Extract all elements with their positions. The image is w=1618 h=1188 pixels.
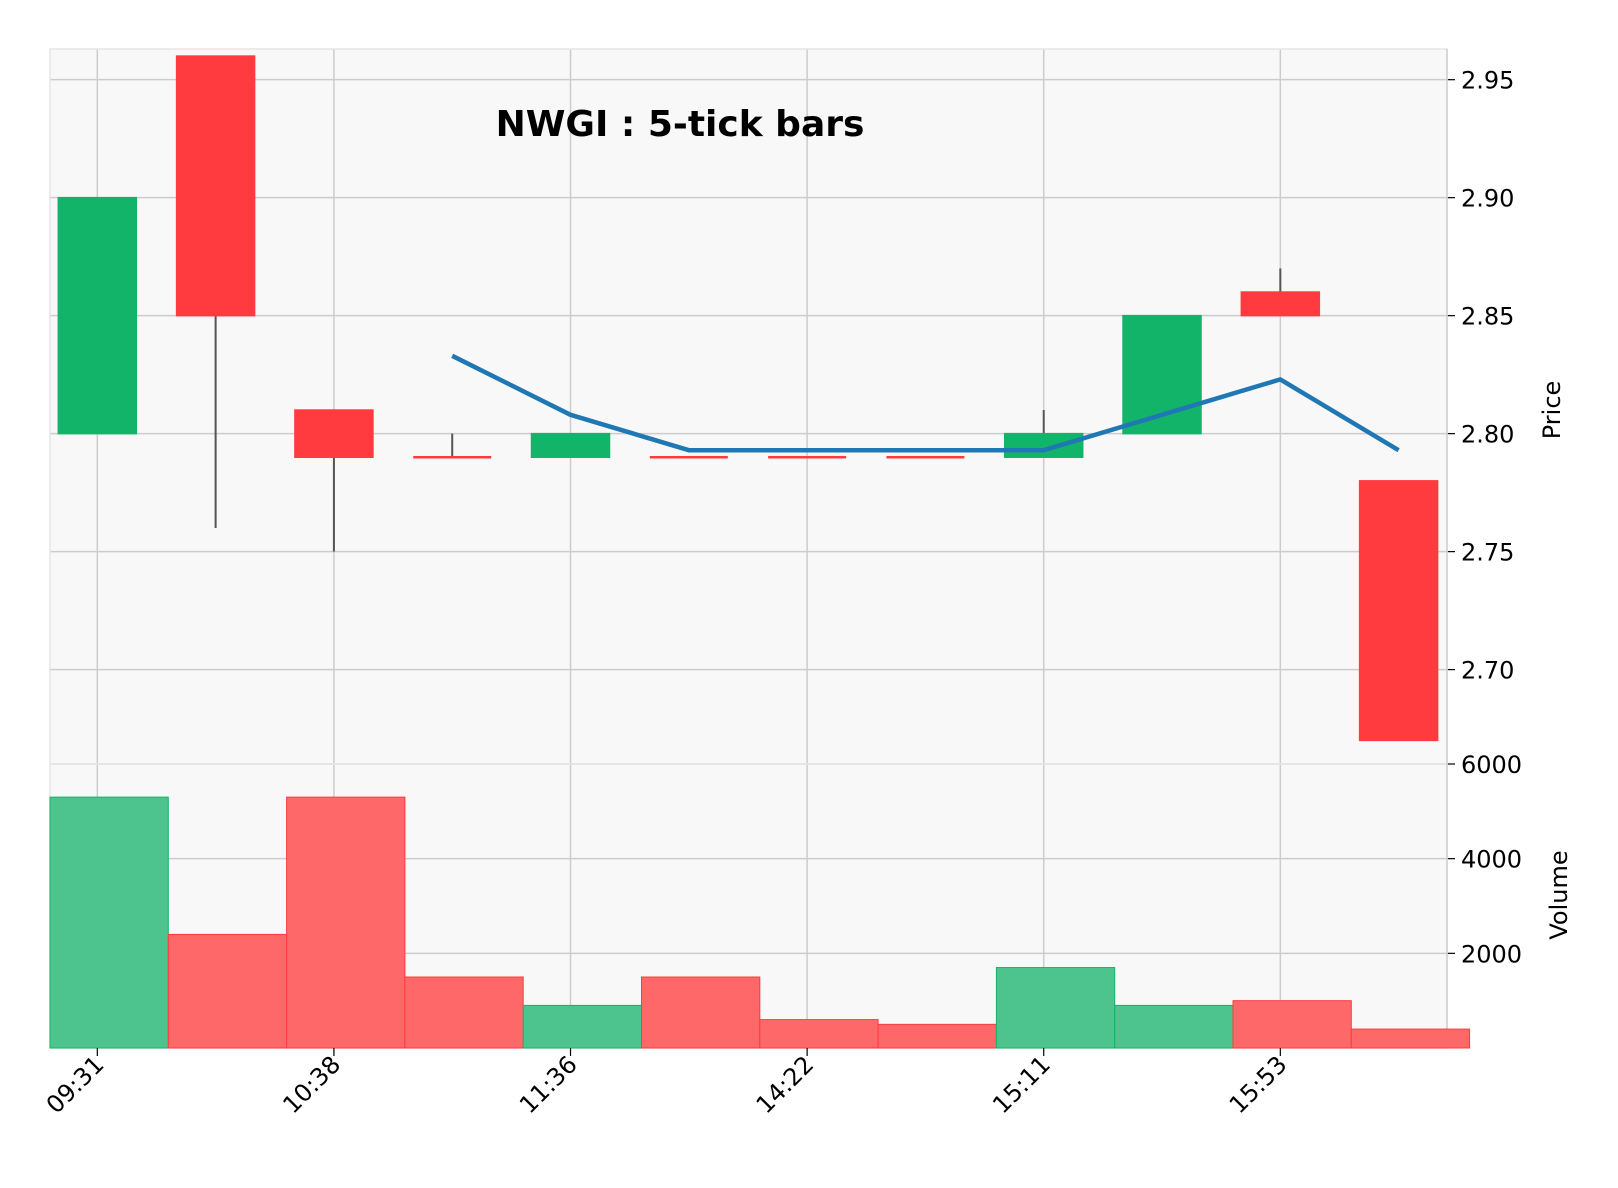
volume-bar bbox=[167, 933, 288, 1049]
candle-body bbox=[1003, 432, 1084, 458]
volume-bar bbox=[1114, 1004, 1234, 1049]
x-tick-label: 11:36 bbox=[514, 1050, 583, 1119]
x-tick-label: 15:53 bbox=[1224, 1050, 1293, 1119]
candle-body bbox=[175, 55, 256, 317]
price-tick-label: 2.75 bbox=[1461, 539, 1514, 567]
volume-axis-title: Volume bbox=[1545, 850, 1573, 939]
volume-tick-label: 2000 bbox=[1461, 940, 1522, 968]
candle-body bbox=[1240, 291, 1321, 317]
moving-average-line bbox=[451, 353, 1400, 453]
price-tick-label: 2.90 bbox=[1461, 185, 1514, 213]
volume-bar bbox=[522, 1004, 643, 1049]
price-tick-label: 2.95 bbox=[1461, 67, 1514, 95]
price-tick-label: 2.85 bbox=[1461, 303, 1514, 331]
price-panel-background bbox=[50, 49, 1447, 764]
volume-bar bbox=[404, 976, 524, 1049]
volume-tick-label: 6000 bbox=[1461, 751, 1522, 779]
volume-bar bbox=[1232, 1000, 1352, 1049]
volume-tick-label: 4000 bbox=[1461, 846, 1522, 874]
x-tick-label: 15:11 bbox=[987, 1050, 1056, 1119]
volume-bar bbox=[286, 796, 406, 1049]
candle-body bbox=[530, 432, 611, 458]
candle-body bbox=[294, 409, 374, 458]
volume-bar bbox=[995, 967, 1116, 1049]
price-tick-label: 2.80 bbox=[1461, 421, 1514, 449]
x-tick-label: 14:22 bbox=[751, 1050, 820, 1119]
candle-body bbox=[1358, 480, 1439, 742]
candle-body bbox=[57, 196, 138, 435]
chart-title: NWGI : 5-tick bars bbox=[496, 104, 865, 145]
volume-bar bbox=[759, 1019, 879, 1049]
volume-bar bbox=[877, 1023, 997, 1049]
volume-bar bbox=[49, 796, 169, 1049]
price-tick-label: 2.70 bbox=[1461, 657, 1514, 685]
x-tick-label: 09:31 bbox=[41, 1050, 110, 1119]
volume-bar bbox=[1350, 1028, 1471, 1049]
price-axis-title: Price bbox=[1538, 381, 1566, 440]
x-tick-label: 10:38 bbox=[277, 1050, 346, 1119]
volume-bar bbox=[641, 976, 761, 1049]
